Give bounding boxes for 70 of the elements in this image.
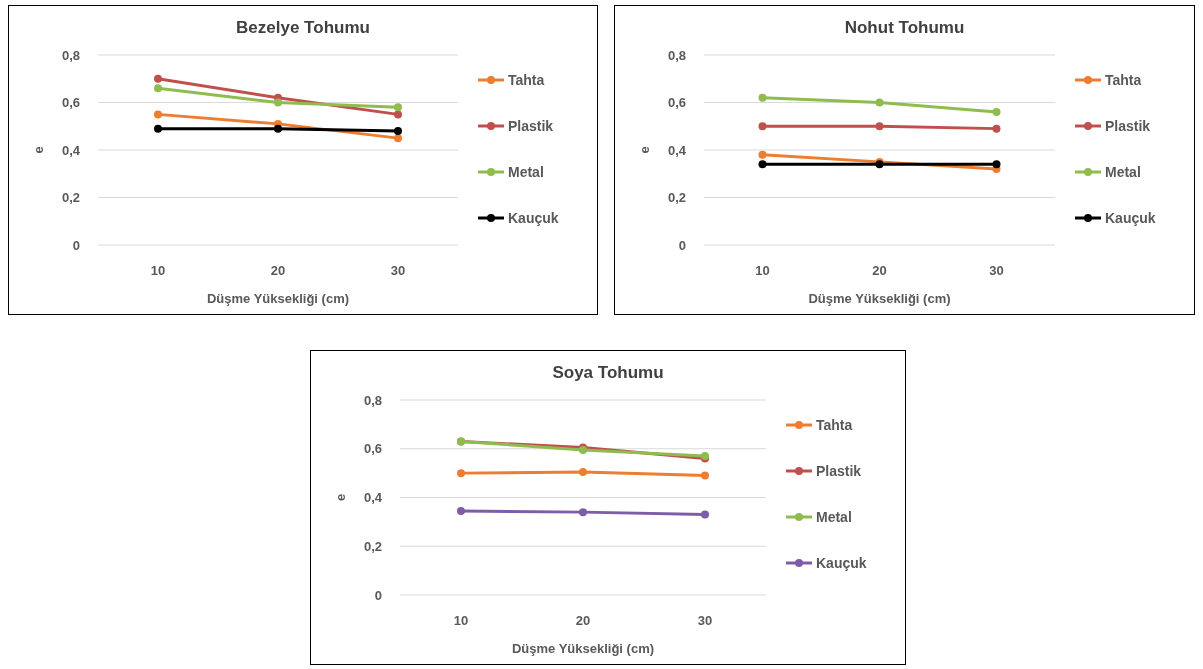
legend-label: Plastik xyxy=(1105,117,1151,134)
legend-label: Plastik xyxy=(816,462,862,479)
point xyxy=(394,127,402,135)
point xyxy=(154,74,162,83)
point xyxy=(394,103,402,112)
point xyxy=(457,506,465,515)
y-axis-title: e xyxy=(31,146,46,154)
point xyxy=(875,98,884,107)
legend-label: Metal xyxy=(508,163,544,180)
x-axis-title: Düşme Yüksekliği (cm) xyxy=(808,291,951,306)
y-axis-title: e xyxy=(333,493,348,502)
point xyxy=(394,134,402,143)
legend-label: Kauçuk xyxy=(1105,209,1156,226)
x-axis-title: Düşme Yüksekliği (cm) xyxy=(511,641,655,656)
y-tick-label: 0,2 xyxy=(61,190,80,206)
point xyxy=(701,471,709,480)
point xyxy=(875,122,884,131)
legend-label: Kauçuk xyxy=(508,209,559,226)
legend-label: Metal xyxy=(1105,163,1141,180)
point xyxy=(758,150,767,159)
point xyxy=(154,124,162,133)
x-tick-label: 10 xyxy=(150,263,166,278)
x-tick-label: 30 xyxy=(390,263,406,278)
y-tick-label: 0,2 xyxy=(363,538,382,554)
y-tick-label: 0,6 xyxy=(667,95,686,111)
x-tick-label: 20 xyxy=(575,613,591,628)
legend-label: Tahta xyxy=(1105,71,1142,88)
point xyxy=(758,160,767,169)
x-tick-label: 20 xyxy=(872,263,887,278)
y-tick-label: 0,8 xyxy=(667,47,686,63)
x-axis-title: Düşme Yüksekliği (cm) xyxy=(206,291,350,306)
legend-label: Kauçuk xyxy=(816,554,867,571)
legend-label: Tahta xyxy=(816,416,853,433)
point xyxy=(274,98,282,107)
point xyxy=(992,108,1001,116)
legend-label: Metal xyxy=(816,508,852,525)
point xyxy=(154,110,162,119)
y-tick-label: 0,6 xyxy=(61,95,80,111)
y-tick-label: 0,6 xyxy=(363,441,382,457)
y-tick-label: 0,4 xyxy=(363,490,383,506)
point xyxy=(758,93,767,102)
y-tick-label: 0,2 xyxy=(667,190,686,206)
y-tick-label: 0,8 xyxy=(363,392,382,408)
x-tick-label: 10 xyxy=(755,263,770,278)
point xyxy=(394,110,402,119)
x-tick-label: 20 xyxy=(270,263,286,278)
point xyxy=(457,469,465,478)
y-tick-label: 0 xyxy=(678,237,686,253)
legend-label: Plastik xyxy=(508,117,554,134)
y-tick-label: 0,8 xyxy=(61,47,80,63)
chart-title: Bezelye Tohumu xyxy=(236,18,370,37)
point xyxy=(154,84,162,93)
y-tick-label: 0,4 xyxy=(61,142,81,158)
y-axis-title: e xyxy=(637,146,652,154)
point xyxy=(701,510,709,519)
chart-title: Nohut Tohumu xyxy=(844,18,965,37)
chart-title: Soya Tohumu xyxy=(552,363,664,382)
point xyxy=(274,124,282,133)
x-tick-label: 10 xyxy=(453,613,469,628)
x-tick-label: 30 xyxy=(697,613,713,628)
y-tick-label: 0,4 xyxy=(667,142,687,158)
point xyxy=(992,160,1001,169)
legend-label: Tahta xyxy=(508,71,545,88)
point xyxy=(758,122,767,131)
point xyxy=(992,124,1001,133)
y-tick-label: 0 xyxy=(72,237,80,253)
x-tick-label: 30 xyxy=(989,263,1004,278)
point xyxy=(579,467,587,476)
y-tick-label: 0 xyxy=(374,587,382,603)
point xyxy=(579,508,587,517)
